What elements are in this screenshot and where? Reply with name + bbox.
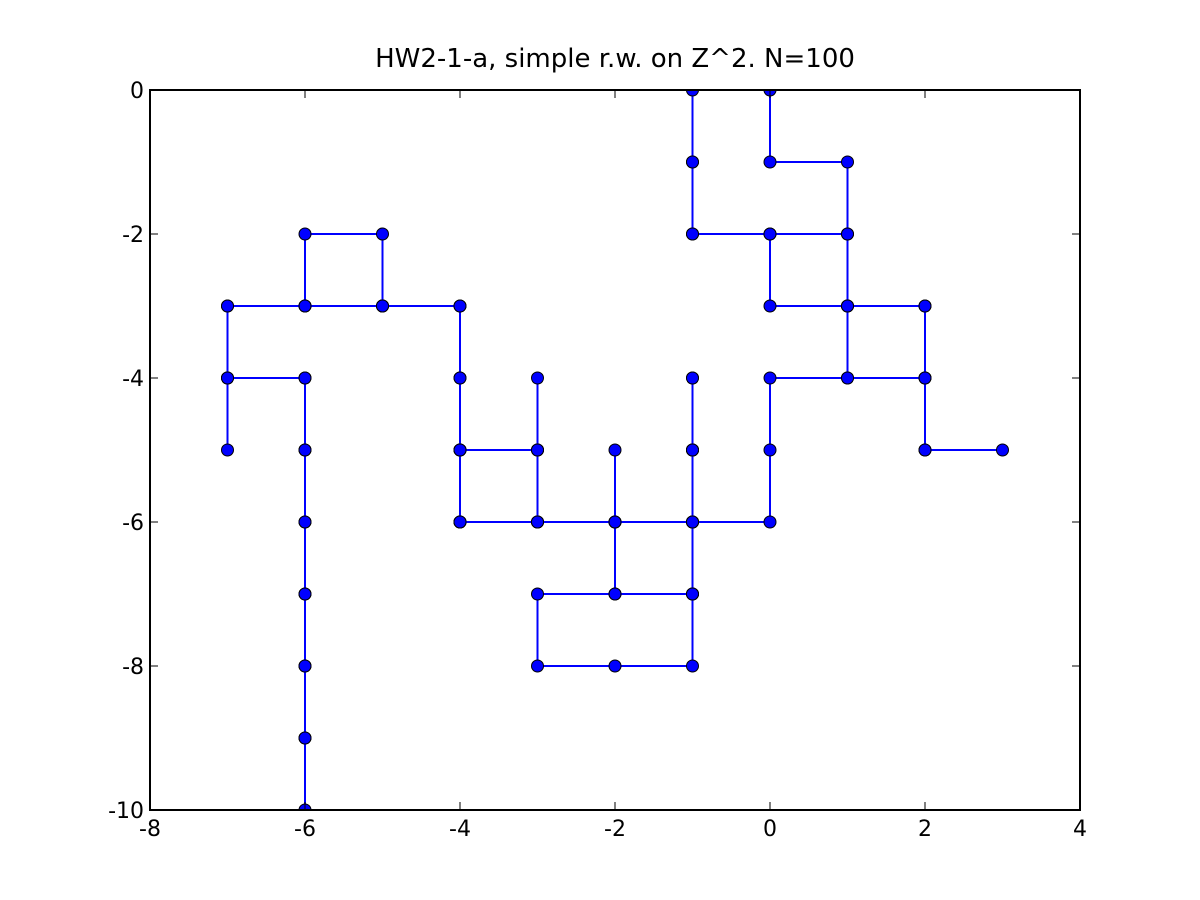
data-series [221, 90, 1009, 810]
y-tick-label: -2 [122, 223, 144, 248]
walk-point [453, 443, 467, 457]
walk-point [298, 587, 312, 601]
x-tick-label: -2 [604, 817, 626, 842]
walk-point [298, 227, 312, 241]
walk-point [841, 227, 854, 241]
walk-point [531, 515, 544, 529]
walk-point [453, 515, 467, 529]
walk-point [763, 155, 777, 169]
walk-point [841, 155, 854, 169]
walk-point [453, 299, 467, 313]
walk-point [763, 443, 777, 457]
y-tick-label: -4 [122, 367, 144, 392]
x-tick-label: -8 [139, 817, 161, 842]
walk-point [918, 299, 932, 313]
walk-point [221, 299, 234, 313]
y-tick-label: 0 [130, 79, 144, 104]
walk-point [376, 299, 389, 313]
walk-point [221, 443, 234, 457]
x-tick-label: -4 [449, 817, 471, 842]
x-tick-label: -6 [294, 817, 316, 842]
x-tick-label: 2 [918, 817, 932, 842]
y-tick-label: -10 [108, 799, 144, 824]
walk-point [608, 443, 622, 457]
walk-point [841, 299, 854, 313]
walk-point [531, 659, 544, 673]
walk-point [918, 371, 932, 385]
walk-point [686, 587, 699, 601]
walk-point [298, 515, 312, 529]
walk-point [686, 90, 699, 97]
walk-point [376, 227, 389, 241]
x-tick-label: 0 [763, 817, 777, 842]
x-tick-label: 4 [1073, 817, 1087, 842]
walk-point [763, 227, 777, 241]
walk-point [298, 659, 312, 673]
walk-point [686, 155, 699, 169]
walk-point [686, 515, 699, 529]
walk-point [298, 731, 312, 745]
y-tick-label: -8 [122, 655, 144, 680]
walk-point [453, 371, 467, 385]
walk-point [531, 371, 544, 385]
walk-point [298, 371, 312, 385]
walk-point [841, 371, 854, 385]
walk-point [686, 371, 699, 385]
walk-point [221, 371, 234, 385]
walk-point [531, 443, 544, 457]
plot-area [221, 90, 1009, 810]
walk-point [608, 659, 622, 673]
walk-point [608, 587, 622, 601]
y-tick-label: -6 [122, 511, 144, 536]
walk-point [763, 515, 777, 529]
chart-title: HW2-1-a, simple r.w. on Z^2. N=100 [375, 44, 855, 74]
walk-point [686, 227, 699, 241]
walk-point [686, 443, 699, 457]
walk-point [996, 443, 1009, 457]
walk-point [531, 587, 544, 601]
walk-point [608, 515, 622, 529]
walk-point [918, 443, 932, 457]
axes: -8 -6 -4 -2 0 2 40-2-4-6-8-10 [108, 79, 1087, 842]
walk-point [763, 299, 777, 313]
walk-point [298, 443, 312, 457]
walk-point [763, 371, 777, 385]
walk-point [686, 659, 699, 673]
walk-point [298, 299, 312, 313]
